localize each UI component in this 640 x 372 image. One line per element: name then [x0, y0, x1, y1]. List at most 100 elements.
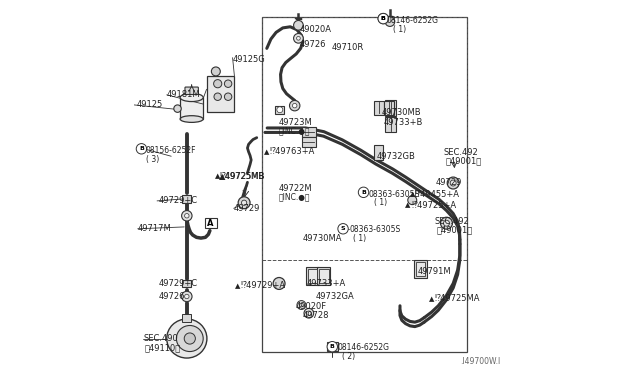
Circle shape — [214, 93, 221, 100]
Circle shape — [241, 200, 246, 205]
Circle shape — [385, 17, 395, 26]
Circle shape — [378, 13, 388, 24]
Text: 49730MA: 49730MA — [303, 234, 342, 243]
Bar — [262, 17, 467, 352]
Text: 49726: 49726 — [300, 40, 326, 49]
Text: 49729: 49729 — [234, 204, 260, 213]
Text: 08363-6305S: 08363-6305S — [349, 225, 400, 234]
Text: 〈INC.●〉: 〈INC.●〉 — [279, 193, 310, 202]
Text: 49729: 49729 — [435, 178, 461, 187]
Circle shape — [182, 291, 192, 302]
Bar — [262, 17, 467, 260]
Text: ( 3): ( 3) — [147, 155, 159, 164]
Text: 08146-6252G: 08146-6252G — [338, 343, 390, 352]
Text: （49001）: （49001） — [445, 157, 482, 166]
Circle shape — [294, 20, 303, 30]
Text: 49722M: 49722M — [279, 185, 313, 193]
Text: ▲: ▲ — [410, 191, 415, 197]
Text: 49733+B: 49733+B — [383, 118, 423, 126]
Bar — [317, 267, 330, 285]
Text: 49732GA: 49732GA — [315, 292, 354, 301]
Circle shape — [289, 100, 300, 111]
Text: SEC.490: SEC.490 — [143, 334, 178, 343]
Text: （49110）: （49110） — [145, 343, 180, 352]
Circle shape — [214, 80, 222, 88]
Text: 49733+A: 49733+A — [306, 279, 346, 288]
Circle shape — [300, 303, 303, 307]
Text: 08363-6305B: 08363-6305B — [369, 190, 420, 199]
Text: 49732GB: 49732GB — [376, 152, 415, 161]
Text: 49125G: 49125G — [232, 55, 266, 64]
Circle shape — [292, 103, 297, 108]
Text: ( 1): ( 1) — [392, 25, 406, 33]
Text: 49791M: 49791M — [417, 267, 451, 276]
Text: B: B — [361, 190, 366, 195]
Circle shape — [296, 36, 300, 40]
Circle shape — [450, 180, 456, 186]
Text: ▲: ▲ — [236, 283, 241, 289]
Text: .I49700W.I: .I49700W.I — [461, 357, 501, 366]
Circle shape — [277, 107, 283, 113]
Bar — [413, 260, 427, 278]
Circle shape — [225, 80, 232, 87]
Bar — [385, 117, 396, 132]
Bar — [308, 269, 317, 283]
Text: B: B — [139, 146, 144, 151]
Text: ⁉49763+A: ⁉49763+A — [269, 147, 314, 156]
Text: ▲49725MB: ▲49725MB — [219, 171, 265, 180]
Text: ⁉49725MB: ⁉49725MB — [220, 172, 265, 181]
Bar — [302, 137, 316, 147]
FancyBboxPatch shape — [205, 218, 216, 228]
Text: B: B — [330, 344, 335, 349]
Circle shape — [211, 67, 220, 76]
Bar — [182, 280, 191, 287]
Ellipse shape — [167, 319, 207, 358]
Circle shape — [447, 177, 459, 189]
FancyBboxPatch shape — [207, 76, 234, 112]
Circle shape — [182, 211, 192, 221]
Circle shape — [358, 187, 369, 198]
Text: 49730MB: 49730MB — [381, 108, 421, 117]
Text: 49717M: 49717M — [138, 224, 172, 233]
Text: SEC.492: SEC.492 — [444, 148, 478, 157]
Text: ▲: ▲ — [264, 149, 269, 155]
Bar — [374, 145, 383, 160]
Bar — [306, 267, 319, 285]
Bar — [385, 100, 396, 116]
Bar — [182, 195, 191, 203]
Text: ( 1): ( 1) — [353, 234, 367, 243]
Text: ( 2): ( 2) — [342, 352, 355, 360]
Text: B: B — [381, 16, 386, 21]
Circle shape — [440, 217, 452, 229]
Circle shape — [136, 144, 147, 154]
Circle shape — [174, 105, 181, 112]
Text: ▲: ▲ — [215, 173, 220, 179]
Circle shape — [294, 33, 303, 43]
Text: ⁉49729+A: ⁉49729+A — [240, 281, 285, 290]
Circle shape — [304, 308, 314, 318]
Text: ⁉49455+A: ⁉49455+A — [415, 190, 460, 199]
Text: 49710R: 49710R — [331, 43, 364, 52]
Text: ▲: ▲ — [429, 296, 435, 302]
Bar — [275, 106, 284, 114]
Text: A: A — [207, 219, 214, 228]
Text: ⁉49725+A: ⁉49725+A — [411, 201, 456, 210]
Text: 49728: 49728 — [302, 311, 329, 320]
Circle shape — [225, 93, 232, 100]
Text: （49001）: （49001） — [436, 225, 473, 234]
Ellipse shape — [180, 116, 203, 122]
Text: 49723M: 49723M — [279, 118, 313, 127]
Ellipse shape — [180, 93, 203, 102]
Circle shape — [238, 197, 250, 209]
Text: 49729+C: 49729+C — [158, 279, 197, 288]
Text: 08156-6252F: 08156-6252F — [145, 146, 196, 155]
FancyBboxPatch shape — [185, 87, 198, 94]
Text: 49181M: 49181M — [167, 90, 200, 99]
Text: 49125: 49125 — [137, 100, 163, 109]
Circle shape — [338, 224, 348, 234]
Text: 〈INC.●〉: 〈INC.●〉 — [279, 126, 310, 135]
Bar — [319, 269, 328, 283]
Text: ( 1): ( 1) — [374, 198, 387, 207]
Bar — [182, 314, 191, 322]
Text: B: B — [381, 16, 386, 21]
